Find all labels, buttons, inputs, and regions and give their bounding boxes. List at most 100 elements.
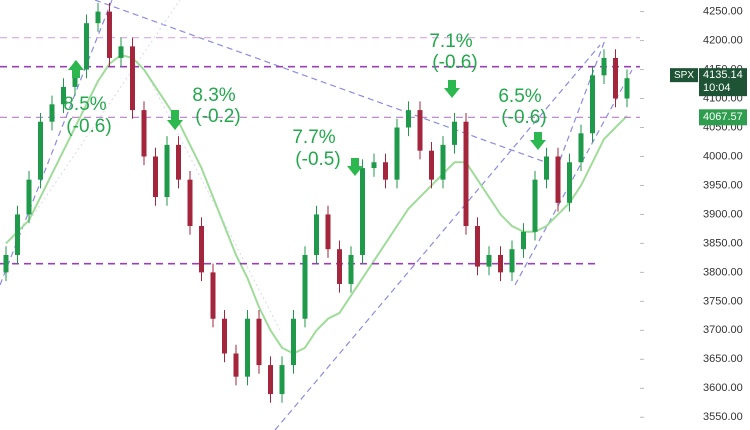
candle-body bbox=[61, 86, 66, 105]
annotation: 6.5% bbox=[498, 86, 541, 107]
candle-body bbox=[268, 365, 273, 395]
last-price: 4135.14 bbox=[703, 69, 743, 81]
annotation: (-0.2) bbox=[195, 106, 240, 127]
candle-body bbox=[544, 156, 549, 180]
candle-body bbox=[26, 179, 32, 215]
annotation: (-0.6) bbox=[66, 116, 111, 137]
candle-body bbox=[302, 254, 308, 319]
candle-body bbox=[187, 179, 193, 227]
candle-body bbox=[429, 150, 434, 180]
arrow-up bbox=[68, 60, 84, 78]
annotation: 7.1% bbox=[429, 31, 472, 52]
y-tick-label: 4000.00 bbox=[703, 150, 743, 162]
candle-body bbox=[153, 156, 158, 198]
trendline bbox=[274, 44, 601, 430]
candle-body bbox=[118, 46, 124, 58]
y-tick-label: 3600.00 bbox=[703, 382, 743, 394]
plot-area: 0.5(4155 bbox=[0, 2, 696, 403]
candle-body bbox=[325, 214, 331, 250]
symbol: SPX bbox=[674, 70, 694, 81]
candle-body bbox=[509, 249, 515, 273]
annotation: (-0.6) bbox=[432, 52, 477, 73]
candle-body bbox=[590, 75, 595, 134]
y-tick-label: 3800.00 bbox=[703, 266, 743, 278]
symbol-box bbox=[670, 68, 698, 83]
candle-body bbox=[613, 57, 618, 99]
level-price-box bbox=[699, 109, 747, 126]
candle-body bbox=[49, 104, 55, 122]
candle-body bbox=[498, 254, 503, 273]
y-tick-label: 4050.00 bbox=[703, 121, 743, 133]
candle-body bbox=[532, 179, 538, 232]
candle-body bbox=[348, 254, 354, 284]
candle-body bbox=[567, 162, 572, 203]
countdown: 10:04 bbox=[703, 82, 731, 94]
candle-body bbox=[233, 353, 239, 377]
candle-body bbox=[279, 365, 285, 395]
annotation: 7.7% bbox=[292, 127, 335, 148]
y-tick-label: 3950.00 bbox=[703, 179, 743, 191]
candle-body bbox=[95, 11, 101, 24]
candle-body bbox=[256, 318, 262, 366]
y-tick-label: 3750.00 bbox=[703, 295, 743, 307]
candle-body bbox=[360, 168, 365, 255]
candle-body bbox=[624, 78, 630, 99]
trendline bbox=[559, 39, 606, 161]
candle-body bbox=[15, 214, 20, 255]
candle-body bbox=[601, 57, 607, 76]
candle-body bbox=[314, 214, 319, 255]
candle-body bbox=[245, 318, 250, 377]
arrow-down bbox=[530, 132, 546, 150]
annotation: 8.5% bbox=[63, 94, 106, 115]
candle-body bbox=[383, 162, 388, 180]
annotation: (-0.6) bbox=[501, 107, 546, 128]
candle-body bbox=[463, 121, 469, 227]
candle-body bbox=[176, 144, 181, 180]
candle-body bbox=[130, 46, 135, 111]
y-tick-label: 4200.00 bbox=[703, 34, 743, 46]
arrows bbox=[68, 60, 546, 176]
y-tick-label: 4250.00 bbox=[703, 5, 743, 17]
arrow-down bbox=[167, 110, 183, 130]
candle-body bbox=[578, 133, 584, 163]
candle-body bbox=[199, 226, 204, 273]
candle-body bbox=[84, 23, 89, 70]
annotation: (-0.5) bbox=[295, 149, 340, 170]
candle-body bbox=[291, 318, 296, 366]
y-tick-label: 3550.00 bbox=[703, 411, 743, 423]
candle-body bbox=[417, 110, 423, 151]
annotations: 8.5% (-0.6) 8.3% (-0.2) 7.7% (-0.5) 7.1%… bbox=[63, 31, 546, 170]
last-price-box bbox=[699, 68, 747, 97]
candle-body bbox=[141, 110, 147, 157]
candle-body bbox=[371, 162, 377, 169]
candle-body bbox=[406, 110, 411, 128]
candle-body bbox=[394, 127, 400, 180]
trendline bbox=[514, 69, 633, 286]
candle-body bbox=[210, 272, 216, 319]
level-price: 4067.57 bbox=[703, 111, 743, 123]
candle-body bbox=[222, 318, 227, 354]
arrow-down bbox=[347, 158, 363, 176]
price-axis-labels: 3550.00 3600.00 3650.00 3700.00 3750.00 3800.… bbox=[640, 5, 747, 423]
candle-body bbox=[164, 144, 170, 198]
candle-body bbox=[555, 156, 561, 203]
candle-body bbox=[38, 121, 43, 180]
candle-body bbox=[72, 69, 78, 87]
y-tick-label: 3700.00 bbox=[703, 324, 743, 336]
candle-body bbox=[107, 11, 112, 58]
y-tick-label: 3900.00 bbox=[703, 208, 743, 220]
candle-body bbox=[337, 249, 342, 284]
candle-body bbox=[486, 254, 492, 267]
annotation: 8.3% bbox=[192, 85, 235, 106]
arrow-down bbox=[444, 80, 460, 98]
y-tick-label: 3650.00 bbox=[703, 353, 743, 365]
candle-body bbox=[475, 226, 480, 267]
candle-body bbox=[521, 231, 526, 250]
candle-body bbox=[440, 144, 446, 180]
candle-body bbox=[3, 254, 9, 273]
y-tick-label: 3850.00 bbox=[703, 237, 743, 249]
candle-body bbox=[452, 121, 457, 145]
trendline bbox=[29, 0, 181, 221]
